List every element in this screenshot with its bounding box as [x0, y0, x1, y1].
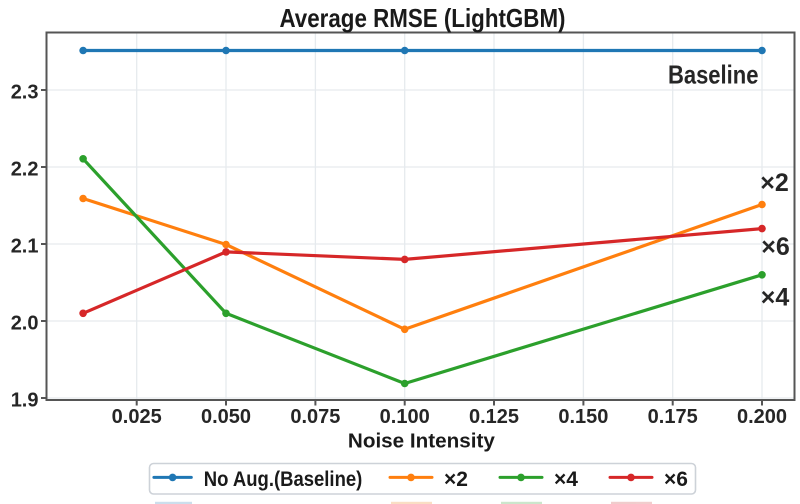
svg-text:Average RMSE (LightGBM): Average RMSE (LightGBM): [280, 3, 566, 33]
svg-text:1.9: 1.9: [11, 390, 39, 412]
svg-text:0.075: 0.075: [290, 406, 340, 428]
svg-text:0.100: 0.100: [380, 406, 430, 428]
svg-text:2.3: 2.3: [11, 82, 39, 104]
svg-text:Noise Intensity: Noise Intensity: [348, 430, 496, 452]
svg-text:×4: ×4: [761, 284, 790, 312]
svg-text:2.0: 2.0: [11, 313, 39, 335]
svg-text:0.125: 0.125: [469, 406, 519, 428]
svg-text:2.1: 2.1: [11, 236, 39, 258]
svg-text:0.050: 0.050: [201, 406, 251, 428]
svg-text:0.150: 0.150: [558, 406, 608, 428]
svg-text:×6: ×6: [761, 233, 790, 261]
svg-text:×4: ×4: [554, 468, 578, 491]
svg-text:0.200: 0.200: [737, 406, 787, 428]
svg-text:×2: ×2: [760, 169, 789, 197]
svg-text:0.025: 0.025: [112, 406, 162, 428]
svg-text:No Aug.(Baseline): No Aug.(Baseline): [204, 468, 362, 491]
svg-text:0.175: 0.175: [648, 406, 698, 428]
svg-text:2.2: 2.2: [11, 159, 39, 181]
svg-text:×2: ×2: [444, 468, 468, 491]
svg-text:×6: ×6: [664, 468, 688, 491]
svg-text:Baseline: Baseline: [668, 59, 759, 89]
